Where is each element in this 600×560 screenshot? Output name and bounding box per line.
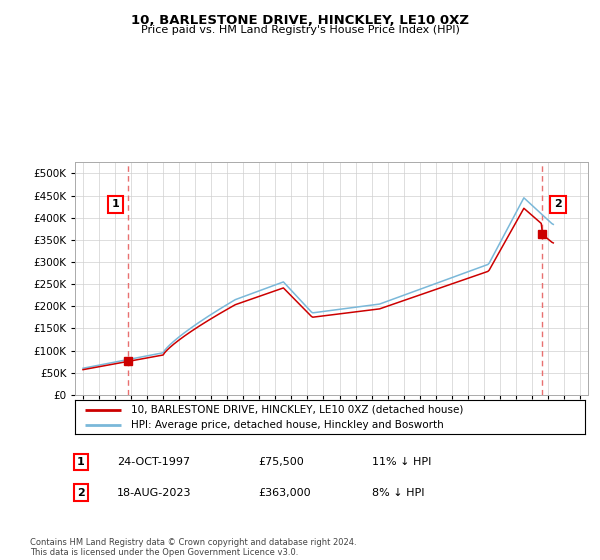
- Text: 1: 1: [112, 199, 119, 209]
- Text: 10, BARLESTONE DRIVE, HINCKLEY, LE10 0XZ (detached house): 10, BARLESTONE DRIVE, HINCKLEY, LE10 0XZ…: [131, 405, 463, 415]
- Text: 1: 1: [77, 457, 85, 467]
- Text: 2: 2: [77, 488, 85, 498]
- Text: 24-OCT-1997: 24-OCT-1997: [117, 457, 190, 467]
- Text: 2: 2: [554, 199, 562, 209]
- Text: 8% ↓ HPI: 8% ↓ HPI: [372, 488, 425, 498]
- Text: Contains HM Land Registry data © Crown copyright and database right 2024.
This d: Contains HM Land Registry data © Crown c…: [30, 538, 356, 557]
- Text: £363,000: £363,000: [258, 488, 311, 498]
- Text: HPI: Average price, detached house, Hinckley and Bosworth: HPI: Average price, detached house, Hinc…: [131, 419, 444, 430]
- Text: 10, BARLESTONE DRIVE, HINCKLEY, LE10 0XZ: 10, BARLESTONE DRIVE, HINCKLEY, LE10 0XZ: [131, 14, 469, 27]
- Text: 11% ↓ HPI: 11% ↓ HPI: [372, 457, 431, 467]
- Text: Price paid vs. HM Land Registry's House Price Index (HPI): Price paid vs. HM Land Registry's House …: [140, 25, 460, 35]
- Text: £75,500: £75,500: [258, 457, 304, 467]
- Text: 18-AUG-2023: 18-AUG-2023: [117, 488, 191, 498]
